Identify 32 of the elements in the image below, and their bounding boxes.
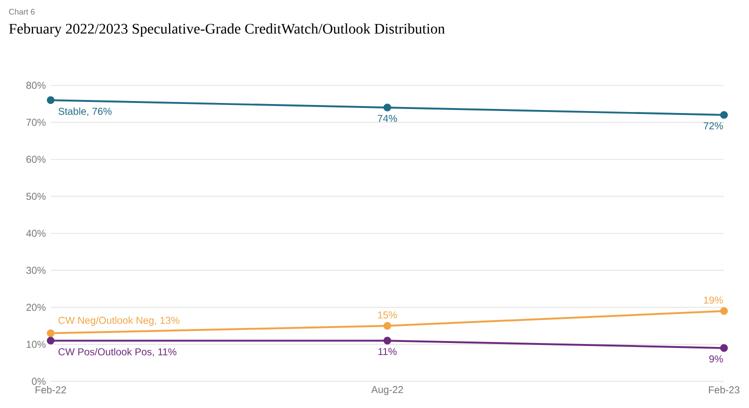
point [383,336,392,344]
data-label: 72% [704,122,723,130]
data-label: 15% [378,311,397,318]
point [383,104,392,112]
point [720,344,728,352]
caption: Chart 6 [9,8,35,15]
data-label: Stable, 76% [58,108,112,116]
x-tick-label: Feb-22 [36,386,66,394]
x-tick-label: Aug-22 [371,386,403,396]
data-label: CW Neg/Outlook Neg, 13% [58,316,180,326]
point [720,307,728,315]
point [46,329,55,338]
y-tick-label: 0% [32,378,46,385]
point [46,336,55,344]
y-tick-label: 10% [26,340,46,348]
data-label: CW Pos/Outlook Pos, 11% [58,348,176,357]
data-label: 74% [378,114,397,122]
point [46,96,55,104]
y-tick-label: 60% [26,156,46,163]
data-label: 11% [378,348,397,356]
chart-title: February 2022/2023 Speculative-Grade CreditWatch/Outlook Distribution [9,23,445,37]
data-label: 19% [704,296,723,304]
point [720,111,728,119]
data-label: 9% [709,355,723,362]
point [383,322,392,330]
y-tick-label: 50% [26,192,46,200]
x-tick-label: Feb-23 [708,386,740,394]
y-tick-label: 40% [26,230,46,237]
y-tick-label: 80% [26,82,46,89]
y-tick-label: 70% [26,118,46,126]
y-tick-label: 20% [26,304,46,311]
y-tick-label: 30% [26,266,46,274]
